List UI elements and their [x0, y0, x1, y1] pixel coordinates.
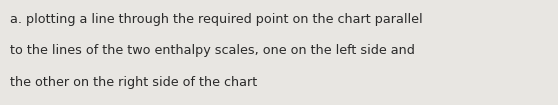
Text: to the lines of the two enthalpy scales, one on the left side and: to the lines of the two enthalpy scales,…	[10, 44, 415, 57]
Text: the other on the right side of the chart: the other on the right side of the chart	[10, 76, 257, 89]
Text: a. plotting a line through the required point on the chart parallel: a. plotting a line through the required …	[10, 13, 422, 26]
